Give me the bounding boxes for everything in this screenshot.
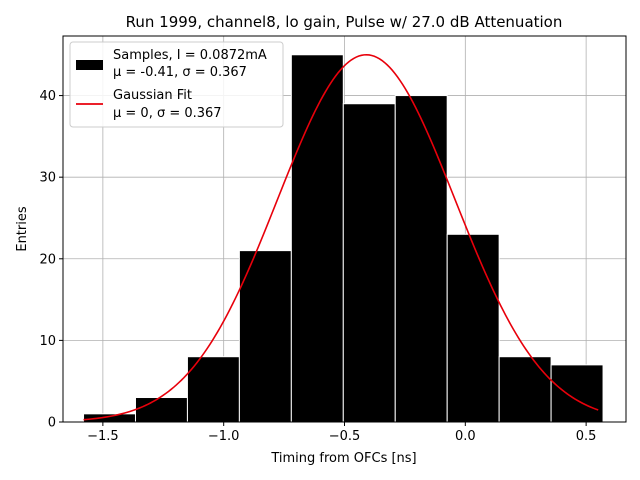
x-tick-label: −1.5 (87, 429, 119, 444)
x-axis-ticks: −1.5 −1.0 −0.5 0.0 0.5 (87, 422, 596, 444)
legend-label-fit-stats: μ = 0, σ = 0.367 (113, 106, 222, 121)
y-axis-label: Entries (15, 206, 30, 252)
histogram-bar (342, 103, 396, 423)
y-tick-label: 30 (39, 171, 56, 186)
x-tick-label: 0.0 (455, 429, 476, 444)
legend-swatch-samples (76, 60, 103, 70)
histogram-bar (550, 364, 604, 423)
y-tick-label: 20 (39, 252, 56, 267)
x-tick-label: −1.0 (208, 429, 240, 444)
legend-box (69, 41, 284, 128)
x-tick-label: −0.5 (329, 429, 361, 444)
legend-label-fit: Gaussian Fit (113, 88, 192, 103)
histogram-bars (83, 54, 604, 423)
histogram-bar (134, 397, 188, 423)
y-tick-label: 0 (48, 416, 56, 431)
histogram-bar (83, 413, 136, 423)
gaussian-fit-line (83, 53, 599, 421)
fit-layer (83, 53, 599, 421)
legend-label-samples: Samples, I = 0.0872mA (113, 48, 267, 63)
y-tick-label: 40 (39, 89, 56, 104)
y-axis-ticks: 0 10 20 30 40 (39, 89, 63, 431)
histogram-bar (498, 356, 552, 423)
x-tick-label: 0.5 (576, 429, 597, 444)
chart-title: Run 1999, channel8, lo gain, Pulse w/ 27… (126, 13, 563, 31)
x-axis-label: Timing from OFCs [ns] (270, 451, 416, 466)
legend-label-samples-stats: μ = -0.41, σ = 0.367 (113, 65, 247, 80)
histogram-bar (446, 233, 500, 423)
histogram-bar (186, 356, 240, 423)
legend: Samples, I = 0.0872mA μ = -0.41, σ = 0.3… (69, 41, 284, 128)
histogram-bar (290, 54, 344, 423)
histogram-bar (394, 95, 448, 423)
histogram-bar (238, 250, 292, 423)
y-tick-label: 10 (39, 334, 56, 349)
